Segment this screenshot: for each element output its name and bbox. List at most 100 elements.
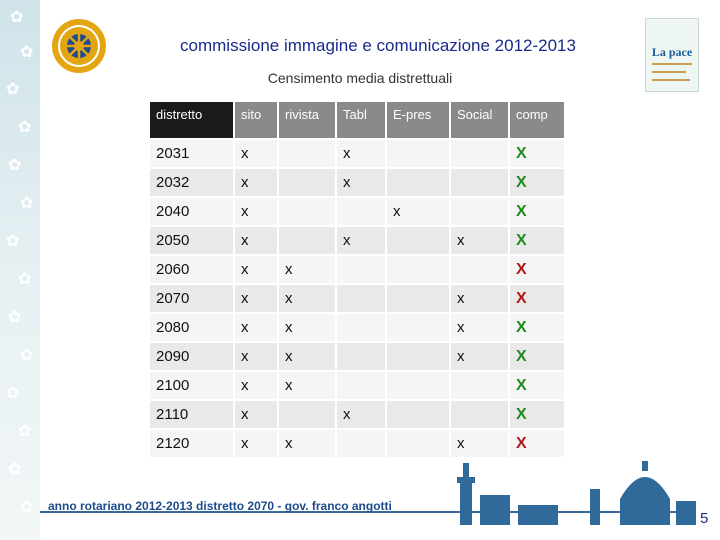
cell-rivista (279, 401, 335, 428)
cell-e-pres (387, 401, 449, 428)
cell-rivista: x (279, 256, 335, 283)
table-row: 2032 x x X (150, 169, 564, 196)
cell-social: x (451, 227, 508, 254)
cell-social (451, 140, 508, 167)
cell-distretto: 2110 (150, 401, 233, 428)
cell-social (451, 169, 508, 196)
cell-distretto: 2031 (150, 140, 233, 167)
cell-tabl (337, 198, 385, 225)
cell-social: x (451, 285, 508, 312)
cell-social: x (451, 430, 508, 457)
table-row: 2090 x x x X (150, 343, 564, 370)
cell-rivista (279, 140, 335, 167)
cell-comp: X (510, 256, 564, 283)
cell-e-pres (387, 227, 449, 254)
flower-icon: ✿ (10, 9, 24, 26)
table-row: 2100 x x X (150, 372, 564, 399)
flower-icon: ✿ (18, 423, 32, 440)
cell-e-pres (387, 314, 449, 341)
cell-sito: x (235, 140, 277, 167)
footer-divider (40, 511, 690, 513)
cell-comp: X (510, 372, 564, 399)
cell-rivista: x (279, 285, 335, 312)
flower-icon: ✿ (20, 499, 34, 516)
cell-tabl (337, 343, 385, 370)
cell-tabl (337, 372, 385, 399)
cell-distretto: 2060 (150, 256, 233, 283)
flower-icon: ✿ (8, 309, 22, 326)
flower-icon: ✿ (6, 385, 20, 402)
decorative-side-band: ✿ ✿ ✿ ✿ ✿ ✿ ✿ ✿ ✿ ✿ ✿ ✿ ✿ ✿ (0, 0, 40, 540)
poster-label: La pace (651, 45, 693, 59)
cell-rivista: x (279, 343, 335, 370)
footer (0, 475, 720, 540)
cell-comp: X (510, 169, 564, 196)
cell-comp: X (510, 140, 564, 167)
cell-sito: x (235, 169, 277, 196)
poster-line (652, 63, 692, 65)
cell-sito: x (235, 314, 277, 341)
flower-icon: ✿ (6, 233, 20, 250)
cell-rivista: x (279, 314, 335, 341)
flower-icon: ✿ (20, 195, 34, 212)
flower-icon: ✿ (20, 347, 34, 364)
media-census-table: distretto sito rivista Tabl E-pres Socia… (148, 100, 566, 459)
column-header-e-pres: E-pres (387, 102, 449, 138)
cell-tabl: x (337, 169, 385, 196)
table-row: 2080 x x x X (150, 314, 564, 341)
cell-tabl: x (337, 227, 385, 254)
cell-tabl (337, 256, 385, 283)
column-header-rivista: rivista (279, 102, 335, 138)
cell-e-pres (387, 285, 449, 312)
page-title: commissione immagine e comunicazione 201… (180, 36, 576, 55)
cell-comp: X (510, 401, 564, 428)
column-header-comp: comp (510, 102, 564, 138)
cell-tabl (337, 285, 385, 312)
page-number: 5 (700, 510, 709, 527)
flower-icon: ✿ (6, 81, 20, 98)
table-row: 2031 x x X (150, 140, 564, 167)
cell-rivista (279, 169, 335, 196)
table-row: 2060 x x X (150, 256, 564, 283)
rotary-wheel-icon (52, 19, 106, 73)
cell-comp: X (510, 227, 564, 254)
cell-sito: x (235, 401, 277, 428)
cell-rivista: x (279, 372, 335, 399)
poster-line (652, 71, 686, 73)
cell-sito: x (235, 343, 277, 370)
cell-comp: X (510, 285, 564, 312)
cell-distretto: 2050 (150, 227, 233, 254)
cell-sito: x (235, 285, 277, 312)
cell-sito: x (235, 198, 277, 225)
page-subtitle: Censimento media distrettuali (267, 70, 453, 86)
cell-social: x (451, 343, 508, 370)
cell-sito: x (235, 372, 277, 399)
cell-distretto: 2100 (150, 372, 233, 399)
cell-distretto: 2032 (150, 169, 233, 196)
table-row: 2050 x x x X (150, 227, 564, 254)
cell-distretto: 2040 (150, 198, 233, 225)
table-row: 2120 x x x X (150, 430, 564, 457)
cell-social (451, 401, 508, 428)
column-header-distretto: distretto (150, 102, 233, 138)
cell-tabl: x (337, 401, 385, 428)
cell-rivista (279, 198, 335, 225)
footer-text: anno rotariano 2012-2013 distretto 2070 … (48, 499, 392, 513)
table-row: 2110 x x X (150, 401, 564, 428)
cell-distretto: 2080 (150, 314, 233, 341)
column-header-sito: sito (235, 102, 277, 138)
cell-e-pres (387, 169, 449, 196)
cell-tabl (337, 430, 385, 457)
cell-tabl: x (337, 140, 385, 167)
cell-comp: X (510, 343, 564, 370)
cell-social: x (451, 314, 508, 341)
cell-e-pres: x (387, 198, 449, 225)
poster-line (652, 79, 690, 81)
flower-icon: ✿ (20, 44, 34, 61)
florence-skyline-icon (457, 461, 696, 525)
flower-icon: ✿ (18, 271, 32, 288)
table-body: 2031 x x X 2032 x x X 2040 x x X 2050 x x x X 2060 x x X 2070… (150, 140, 564, 457)
cell-distretto: 2070 (150, 285, 233, 312)
cell-tabl (337, 314, 385, 341)
cell-e-pres (387, 343, 449, 370)
